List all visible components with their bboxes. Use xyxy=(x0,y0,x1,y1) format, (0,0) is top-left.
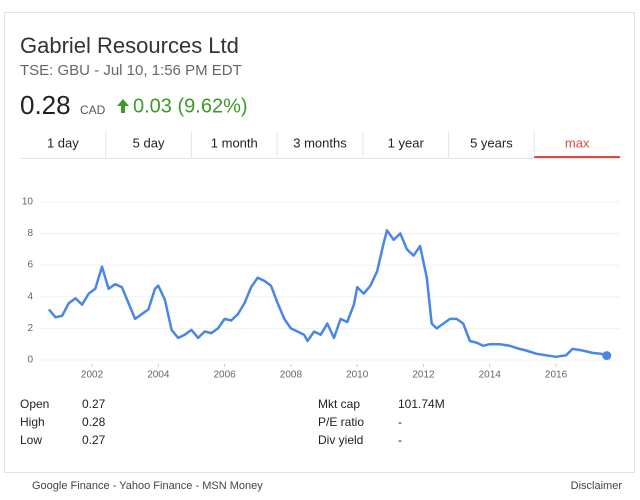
tab-label[interactable]: 5 years xyxy=(470,135,513,150)
y-tick-label: 0 xyxy=(27,355,33,366)
x-tick-label: 2002 xyxy=(81,370,104,381)
stat-label: Low xyxy=(20,433,42,447)
tab-label[interactable]: 1 year xyxy=(388,135,425,150)
stat-value: 101.74M xyxy=(398,397,445,411)
company-name: Gabriel Resources Ltd xyxy=(20,33,239,58)
tab-label[interactable]: 3 months xyxy=(293,135,347,150)
tab-label[interactable]: 1 month xyxy=(211,135,258,150)
price-line xyxy=(47,229,608,359)
price-change: 0.03 (9.62%) xyxy=(133,95,248,117)
x-tick-label: 2014 xyxy=(479,370,502,381)
stat-value: 0.27 xyxy=(82,433,106,447)
exchange-time: TSE: GBU - Jul 10, 1:56 PM EDT xyxy=(20,62,242,79)
stat-value: 0.28 xyxy=(82,415,106,429)
stat-label: Mkt cap xyxy=(318,397,360,411)
x-tick-label: 2012 xyxy=(412,370,435,381)
y-tick-label: 10 xyxy=(22,196,34,207)
stat-label: Div yield xyxy=(318,433,363,447)
last-point xyxy=(602,351,612,361)
tab-label[interactable]: 1 day xyxy=(47,135,79,150)
stat-label: P/E ratio xyxy=(318,415,364,429)
stat-value: - xyxy=(398,415,402,429)
stat-label: High xyxy=(20,415,45,429)
stat-value: - xyxy=(398,433,402,447)
tab-label[interactable]: 5 day xyxy=(133,135,165,150)
price: 0.28 xyxy=(20,90,71,120)
tab-underline xyxy=(534,156,620,158)
x-tick-label: 2008 xyxy=(280,370,303,381)
x-tick-label: 2010 xyxy=(346,370,369,381)
sources[interactable]: Google Finance - Yahoo Finance - MSN Mon… xyxy=(32,480,263,492)
x-tick-label: 2004 xyxy=(147,370,170,381)
tab-label[interactable]: max xyxy=(565,135,590,150)
y-tick-label: 6 xyxy=(27,260,33,271)
up-arrow xyxy=(117,99,129,113)
stat-label: Open xyxy=(20,397,49,411)
y-tick-label: 4 xyxy=(27,291,33,302)
disclaimer[interactable]: Disclaimer xyxy=(571,480,623,492)
card xyxy=(4,12,635,473)
y-tick-label: 2 xyxy=(27,323,33,334)
y-tick-label: 8 xyxy=(27,228,33,239)
x-tick-label: 2006 xyxy=(213,370,236,381)
stat-value: 0.27 xyxy=(82,397,106,411)
x-tick-label: 2016 xyxy=(545,370,568,381)
currency: CAD xyxy=(80,103,106,117)
